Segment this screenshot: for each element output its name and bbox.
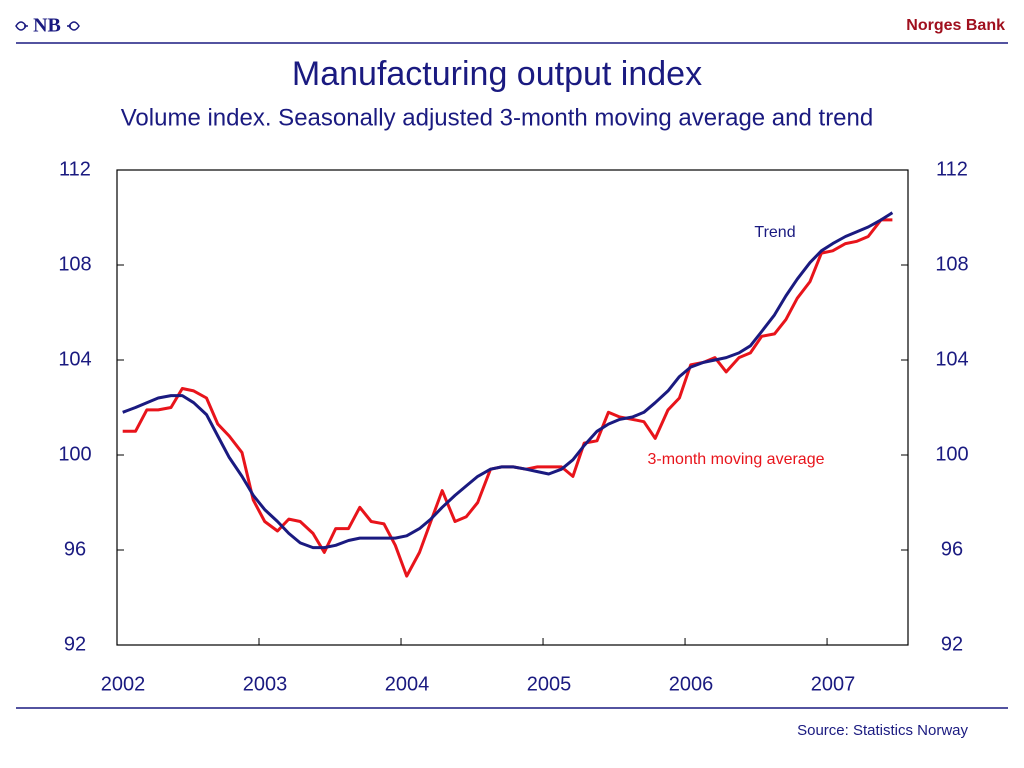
series-label: 3-month moving average [648,451,825,468]
chart-subtitle: Volume index. Seasonally adjusted 3-mont… [121,104,873,131]
brand: Norges Bank [906,17,1005,34]
series-label: Trend [754,224,795,241]
y2-tick-label: 100 [935,443,968,465]
y-tick-label: 104 [58,348,91,370]
y-tick-label: 92 [64,633,86,655]
chart-title: Manufacturing output index [292,55,702,93]
logo [15,21,80,31]
y-tick-label: 100 [58,443,91,465]
series-line [122,218,893,578]
x-tick-label: 2004 [385,673,430,695]
x-tick-label: 2005 [527,673,572,695]
series-line [122,211,894,550]
y2-tick-label: 112 [936,158,968,180]
y2-tick-label: 108 [935,253,968,275]
y-tick-label: 96 [64,538,86,560]
x-tick-label: 2006 [669,673,714,695]
y2-tick-label: 92 [941,633,963,655]
logo-ornament [15,21,28,31]
x-tick-label: 2003 [243,673,288,695]
y-tick-label: 108 [58,253,91,275]
logo-ornament [67,21,80,31]
y2-tick-label: 96 [941,538,963,560]
x-tick-label: 2002 [101,673,146,695]
y-tick-label: 112 [59,158,91,180]
logo-text: NB [33,15,61,37]
y2-tick-label: 104 [935,348,968,370]
plot-frame [116,169,909,646]
x-tick-label: 2007 [811,673,856,695]
source: Source: Statistics Norway [797,722,968,739]
